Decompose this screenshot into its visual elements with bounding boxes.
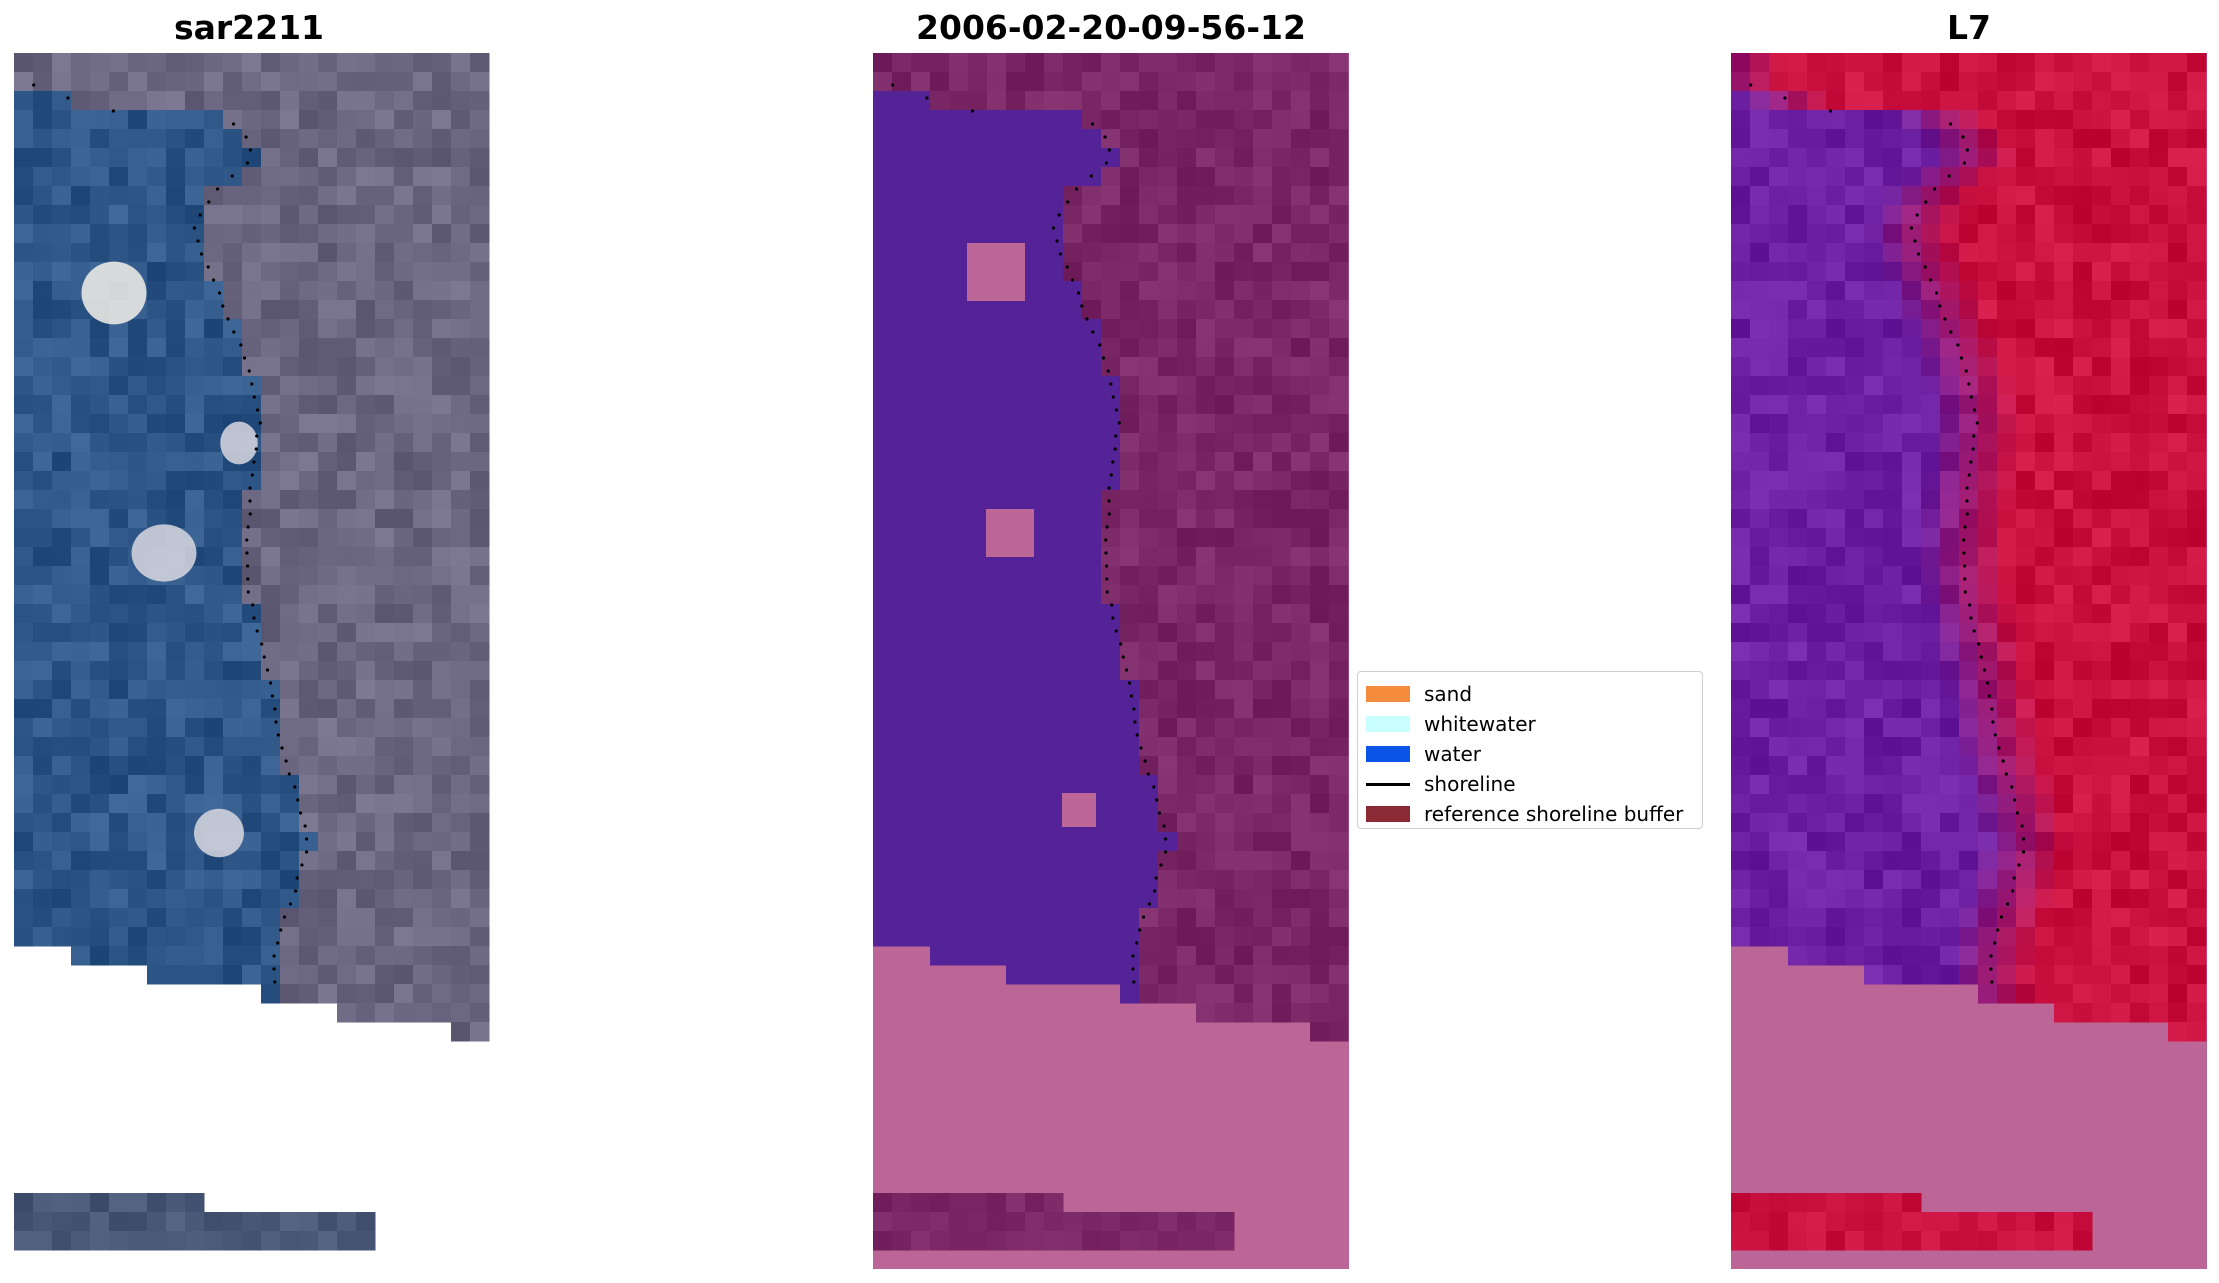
legend-item-water: water — [1366, 739, 1702, 769]
shoreline-points — [32, 83, 309, 984]
water-swatch — [1366, 746, 1410, 762]
whitewater-blob — [194, 808, 244, 858]
classified-image-panel — [873, 53, 1349, 1269]
panel-title-1: sar2211 — [173, 8, 325, 47]
shoreline-line-icon — [1366, 782, 1410, 786]
legend-label: whitewater — [1424, 712, 1536, 736]
patch — [967, 243, 1025, 301]
legend: sand whitewater water shoreline referenc… — [1357, 671, 1703, 829]
legend-item-shoreline: shoreline — [1366, 769, 1702, 799]
whitewater-blob — [81, 261, 147, 325]
rgb-image-panel — [14, 53, 490, 1269]
whitewater-blob — [131, 524, 197, 582]
legend-item-whitewater: whitewater — [1366, 709, 1702, 739]
patch — [1062, 793, 1096, 827]
legend-item-reference-buffer: reference shoreline buffer — [1366, 799, 1702, 829]
panel-title-3: L7 — [1947, 8, 1991, 47]
legend-label: sand — [1424, 682, 1473, 706]
whitewater-blob — [220, 421, 258, 465]
panel-title-2: 2006-02-20-09-56-12 — [916, 8, 1306, 47]
legend-label: reference shoreline buffer — [1424, 802, 1684, 826]
legend-label: water — [1424, 742, 1481, 766]
index-image-panel — [1731, 53, 2207, 1269]
reference-buffer-swatch — [1366, 806, 1410, 822]
legend-label: shoreline — [1424, 772, 1516, 796]
shoreline-points — [1749, 83, 2026, 984]
shoreline-points — [891, 83, 1168, 984]
whitewater-swatch — [1366, 716, 1410, 732]
sand-swatch — [1366, 686, 1410, 702]
patch — [986, 509, 1034, 557]
legend-item-sand: sand — [1366, 679, 1702, 709]
